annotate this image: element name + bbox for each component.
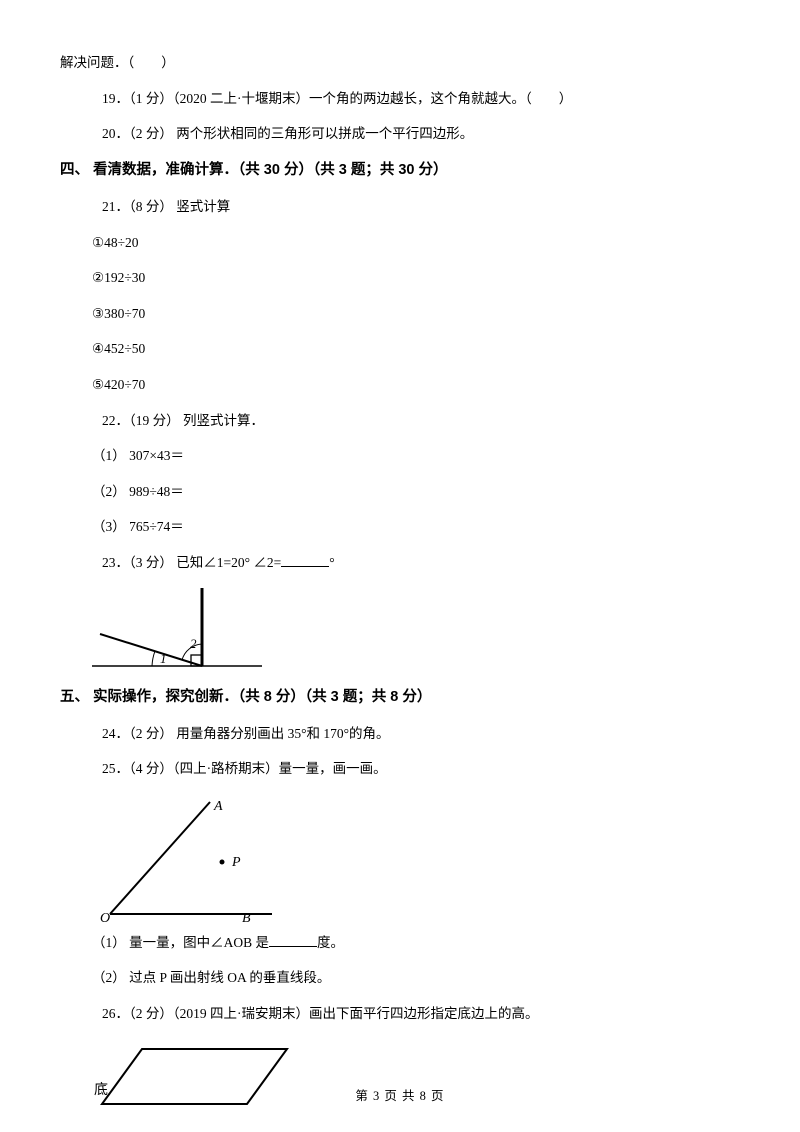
label-P: P xyxy=(231,855,241,870)
section-4-title: 四、 看清数据，准确计算．（共 30 分）（共 3 题；共 30 分） xyxy=(60,159,740,182)
svg-text:1: 1 xyxy=(160,651,167,666)
svg-text:2: 2 xyxy=(190,636,197,651)
q23-pre: 23．（3 分） 已知∠1=20° ∠2= xyxy=(102,555,281,570)
page-footer: 第 3 页 共 8 页 xyxy=(0,1086,800,1106)
question-20: 20．（2 分） 两个形状相同的三角形可以拼成一个平行四边形。 xyxy=(60,123,740,145)
q21-item-4: ④452÷50 xyxy=(60,338,740,360)
question-26: 26．（2 分）（2019 四上·瑞安期末）画出下面平行四边形指定底边上的高。 xyxy=(60,1003,740,1025)
q22-part-1: （1） 307×43＝ xyxy=(60,445,740,467)
parallelogram-figure-q26: 底 xyxy=(92,1039,740,1119)
label-A: A xyxy=(213,799,223,814)
q21-item-1: ①48÷20 xyxy=(60,232,740,254)
q21-item-3: ③380÷70 xyxy=(60,303,740,325)
label-B: B xyxy=(242,911,251,924)
label-O: O xyxy=(100,911,110,924)
q25-p1-pre: （1） 量一量，图中∠AOB 是 xyxy=(92,935,269,950)
question-23: 23．（3 分） 已知∠1=20° ∠2= ° xyxy=(60,552,740,574)
question-24: 24．（2 分） 用量角器分别画出 35°和 170°的角。 xyxy=(60,723,740,745)
section-5-title: 五、 实际操作，探究创新．（共 8 分）（共 3 题；共 8 分） xyxy=(60,686,740,709)
q22-part-2: （2） 989÷48＝ xyxy=(60,481,740,503)
q25-part-2: （2） 过点 P 画出射线 OA 的垂直线段。 xyxy=(60,967,740,989)
question-19: 19．（1 分）（2020 二上·十堰期末）一个角的两边越长，这个角就越大。（ … xyxy=(60,88,740,110)
q21-item-5: ⑤420÷70 xyxy=(60,374,740,396)
angle-figure-q25: A P O B xyxy=(92,794,740,924)
angle-figure-q23: 1 2 xyxy=(92,588,740,674)
question-25-head: 25．（4 分）（四上·路桥期末）量一量，画一画。 xyxy=(60,758,740,780)
q22-part-3: （3） 765÷74＝ xyxy=(60,516,740,538)
q21-item-2: ②192÷30 xyxy=(60,267,740,289)
blank-fill[interactable] xyxy=(269,933,317,947)
page-content: 解决问题．（ ） 19．（1 分）（2020 二上·十堰期末）一个角的两边越长，… xyxy=(0,0,800,1119)
q25-p1-post: 度。 xyxy=(317,935,344,950)
blank-fill[interactable] xyxy=(281,553,329,567)
question-22-head: 22．（19 分） 列竖式计算． xyxy=(60,410,740,432)
question-21-head: 21．（8 分） 竖式计算 xyxy=(60,196,740,218)
q23-post: ° xyxy=(329,555,334,570)
q25-part-1: （1） 量一量，图中∠AOB 是 度。 xyxy=(60,932,740,954)
intro-line: 解决问题．（ ） xyxy=(60,52,740,74)
